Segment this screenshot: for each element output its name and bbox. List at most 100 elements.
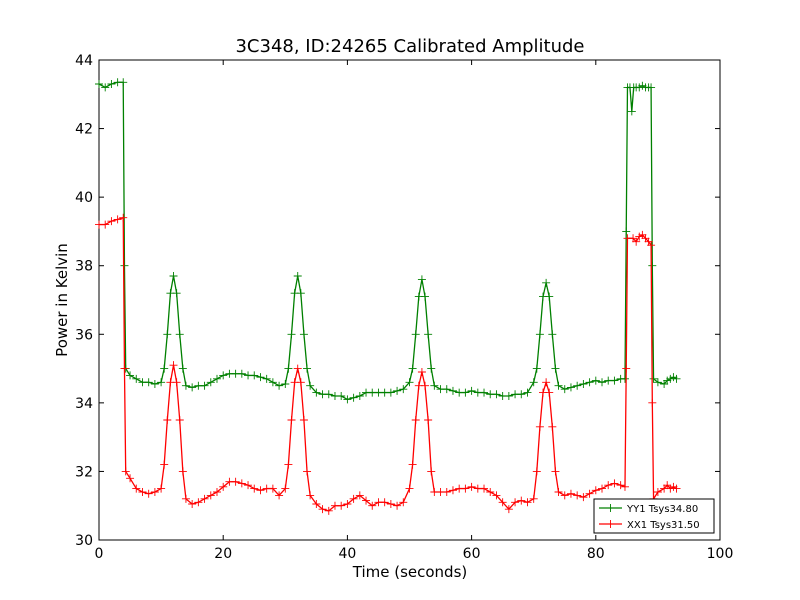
data-point	[417, 275, 426, 284]
data-point	[566, 489, 575, 498]
x-tick-label: 100	[707, 546, 734, 562]
data-point	[296, 289, 305, 298]
data-point	[119, 213, 128, 222]
data-point	[523, 498, 532, 507]
data-point	[144, 378, 153, 387]
data-point	[368, 501, 377, 510]
x-tick-label: 80	[587, 546, 605, 562]
data-point	[427, 364, 436, 373]
data-point	[231, 477, 240, 486]
data-point	[591, 486, 600, 495]
data-point	[486, 488, 495, 496]
data-point	[380, 498, 389, 507]
data-point	[163, 416, 172, 424]
data-point	[287, 416, 296, 424]
data-point	[573, 491, 582, 500]
data-point	[442, 385, 451, 394]
y-tick-label: 40	[75, 190, 93, 206]
y-tick-label: 36	[75, 327, 93, 343]
data-point	[566, 383, 575, 392]
data-point	[120, 261, 129, 270]
data-point	[467, 482, 476, 491]
data-point	[399, 498, 408, 507]
data-point	[312, 500, 321, 508]
data-point	[480, 484, 489, 493]
data-point	[188, 383, 197, 392]
plot-area: 0 20 40 60 80 100 30 32 34 36 38 40 42 44	[75, 53, 733, 562]
data-point	[299, 416, 308, 424]
data-point	[101, 83, 110, 92]
data-point	[399, 385, 408, 394]
data-point	[349, 393, 358, 402]
x-tick-label: 40	[338, 546, 356, 562]
data-point	[417, 368, 426, 376]
data-point	[181, 381, 190, 390]
data-point	[461, 388, 470, 397]
data-point	[244, 481, 253, 490]
data-point	[296, 378, 305, 387]
data-point	[411, 330, 420, 339]
data-point	[138, 488, 147, 496]
data-point	[303, 467, 312, 476]
data-point	[545, 388, 554, 397]
data-point	[405, 484, 414, 493]
data-point	[121, 467, 130, 476]
data-point	[430, 381, 439, 390]
data-point	[284, 460, 293, 469]
data-point	[268, 378, 277, 387]
data-point	[299, 330, 308, 339]
data-point	[293, 272, 302, 280]
data-point	[551, 467, 560, 476]
axes-frame	[98, 59, 721, 541]
data-point	[647, 83, 656, 92]
data-point	[312, 388, 321, 397]
data-point	[172, 378, 181, 387]
x-axis-label: Time (seconds)	[352, 563, 468, 581]
data-point	[421, 381, 430, 390]
data-point	[523, 388, 532, 397]
data-point	[585, 378, 594, 387]
data-point	[212, 488, 221, 496]
data-point	[169, 272, 178, 280]
legend-label-2: XX1 Tsys31.50	[627, 520, 700, 531]
data-point	[448, 486, 457, 495]
data-point	[529, 378, 538, 387]
data-point	[175, 330, 184, 339]
data-point	[542, 378, 551, 387]
data-point	[517, 496, 526, 505]
data-point	[405, 378, 414, 387]
data-point	[126, 371, 135, 380]
data-point	[622, 227, 631, 236]
data-point	[157, 378, 166, 387]
data-point	[303, 364, 312, 373]
data-point	[250, 371, 259, 380]
data-point	[113, 215, 122, 224]
data-point	[610, 376, 619, 385]
data-point	[268, 484, 277, 493]
data-point	[126, 474, 135, 483]
data-point	[284, 364, 293, 373]
data-point	[219, 371, 228, 380]
data-point	[172, 289, 181, 298]
y-tick-label: 44	[75, 53, 93, 69]
data-point	[386, 500, 395, 508]
data-point	[355, 392, 364, 400]
data-point	[411, 416, 420, 424]
data-point	[504, 505, 513, 514]
data-point	[256, 486, 265, 495]
x-tick-label: 60	[463, 546, 481, 562]
data-point	[467, 386, 476, 395]
legend-marker-1	[606, 504, 615, 512]
data-point	[492, 390, 501, 399]
data-point	[337, 501, 346, 510]
data-point	[355, 491, 364, 500]
y-tick-label: 42	[75, 122, 93, 138]
data-point	[343, 500, 352, 508]
y-tick-label: 34	[75, 396, 93, 412]
data-point	[532, 364, 541, 373]
data-point	[492, 491, 501, 500]
data-point	[598, 484, 607, 493]
data-point	[427, 467, 436, 476]
data-point	[178, 467, 187, 476]
